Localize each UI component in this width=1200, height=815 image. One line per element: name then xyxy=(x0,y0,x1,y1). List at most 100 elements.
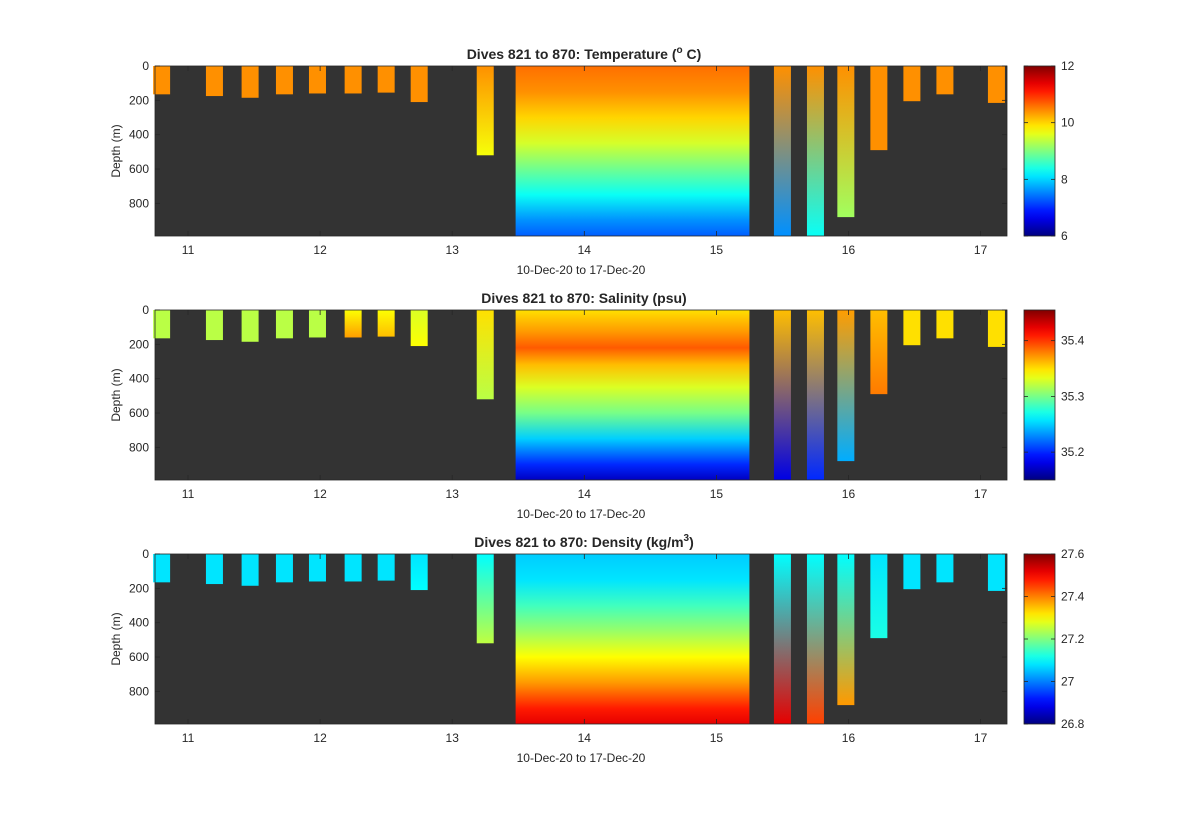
panel-1: 11 12 13 14 15 16 17 0 200 400 600 800 Dives 821 to … xyxy=(109,290,1085,521)
profile-bar xyxy=(205,554,223,585)
x-tick-label: 11 xyxy=(182,243,195,257)
x-tick-label: 12 xyxy=(313,243,327,257)
x-tick-label: 14 xyxy=(578,487,592,501)
profile-bar xyxy=(410,66,428,103)
x-tick-label: 15 xyxy=(710,243,724,257)
chart-title-end: ) xyxy=(689,534,694,550)
profile-bar xyxy=(308,554,326,582)
profile-block xyxy=(515,66,750,236)
y-tick-label: 400 xyxy=(129,372,149,386)
x-axis-label: 10-Dec-20 to 17-Dec-20 xyxy=(517,507,646,521)
x-tick-label: 11 xyxy=(182,731,195,745)
profile-block xyxy=(515,310,750,480)
y-tick-label: 600 xyxy=(129,162,149,176)
chart-title: Dives 821 to 870: Salinity (psu) xyxy=(481,290,686,306)
axes-frame xyxy=(154,65,1008,237)
y-tick-label: 600 xyxy=(129,650,149,664)
colorbar xyxy=(1023,553,1056,725)
profile-block xyxy=(515,554,750,724)
colorbar-tick-label: 12 xyxy=(1061,59,1075,73)
profile-bar xyxy=(476,310,494,400)
profile-bar xyxy=(153,66,171,95)
profile-bar xyxy=(936,66,954,95)
profile-bar xyxy=(936,554,954,583)
panel-0: 11 12 13 14 15 16 17 0 200 400 600 800 Dives 821 to … xyxy=(109,45,1075,277)
profile-bar xyxy=(205,310,223,341)
x-tick-label: 17 xyxy=(974,487,988,501)
x-tick-label: 17 xyxy=(974,243,988,257)
colorbar-tick-label: 8 xyxy=(1061,172,1068,186)
profile-bar xyxy=(987,310,1005,347)
x-tick-label: 16 xyxy=(842,731,856,745)
colorbar-tick-label: 27 xyxy=(1061,675,1075,689)
x-axis-label: 10-Dec-20 to 17-Dec-20 xyxy=(517,263,646,277)
y-axis-label: Depth (m) xyxy=(109,124,123,177)
y-axis-label: Depth (m) xyxy=(109,368,123,421)
y-tick-label: 0 xyxy=(142,547,149,561)
profile-bar xyxy=(344,554,362,582)
panel-2: 11 12 13 14 15 16 17 0 200 400 600 800 Dives 821 to … xyxy=(109,533,1085,765)
x-tick-label: 14 xyxy=(578,243,592,257)
colorbar-tick-label: 26.8 xyxy=(1061,717,1085,731)
colorbar-tick-label: 27.2 xyxy=(1061,632,1085,646)
chart-title-superscript: o xyxy=(677,45,683,56)
profile-bar xyxy=(275,310,293,339)
y-tick-label: 400 xyxy=(129,616,149,630)
x-tick-label: 12 xyxy=(313,487,327,501)
y-tick-label: 800 xyxy=(129,440,149,454)
profile-bar xyxy=(987,66,1005,103)
profile-bar xyxy=(377,66,395,93)
profile-bar xyxy=(153,554,171,583)
profile-bar xyxy=(870,66,888,151)
y-tick-label: 200 xyxy=(129,337,149,351)
profile-bar xyxy=(377,554,395,581)
x-tick-label: 17 xyxy=(974,731,988,745)
profile-bar xyxy=(773,66,791,236)
x-tick-label: 14 xyxy=(578,731,592,745)
profile-bar xyxy=(377,310,395,337)
colorbar-tick-label: 35.3 xyxy=(1061,389,1085,403)
y-tick-label: 400 xyxy=(129,128,149,142)
x-tick-label: 15 xyxy=(710,731,724,745)
colorbar-tick-label: 27.6 xyxy=(1061,547,1085,561)
profile-bar xyxy=(241,554,259,586)
y-tick-label: 0 xyxy=(142,303,149,317)
chart-title-end: C) xyxy=(683,46,702,62)
colorbar xyxy=(1023,309,1056,481)
profile-bar xyxy=(870,310,888,395)
profile-bar xyxy=(806,310,824,480)
axes-frame xyxy=(154,309,1008,481)
profile-bar xyxy=(806,66,824,236)
y-tick-label: 200 xyxy=(129,93,149,107)
chart-title: Dives 821 to 870: Temperature (o C) xyxy=(467,45,702,62)
profile-bar xyxy=(837,66,855,218)
profile-bar xyxy=(153,310,171,339)
profile-bar xyxy=(308,310,326,338)
profile-bar xyxy=(806,554,824,724)
x-tick-label: 13 xyxy=(446,487,460,501)
colorbar-tick-label: 10 xyxy=(1061,116,1075,130)
colorbar-tick-label: 35.4 xyxy=(1061,334,1085,348)
x-tick-label: 11 xyxy=(182,487,195,501)
y-tick-label: 800 xyxy=(129,196,149,210)
profile-bar xyxy=(205,66,223,97)
profile-bar xyxy=(903,310,921,346)
profile-bar xyxy=(344,310,362,338)
profile-bar xyxy=(410,310,428,347)
profile-bar xyxy=(476,554,494,644)
profile-bar xyxy=(308,66,326,94)
axes-frame xyxy=(154,553,1008,725)
profile-bar xyxy=(476,66,494,156)
profile-bar xyxy=(903,554,921,590)
profile-bar xyxy=(241,66,259,98)
profile-bar xyxy=(903,66,921,102)
x-tick-label: 15 xyxy=(710,487,724,501)
chart-title-main: Dives 821 to 870: Density (kg/m xyxy=(474,534,683,550)
profile-bar xyxy=(837,310,855,462)
chart-title-main: Dives 821 to 870: Temperature ( xyxy=(467,46,677,62)
x-tick-label: 13 xyxy=(446,731,460,745)
chart-title-main: Dives 821 to 870: Salinity (psu) xyxy=(481,290,686,306)
colorbar-tick-label: 27.4 xyxy=(1061,590,1085,604)
y-tick-label: 600 xyxy=(129,406,149,420)
y-axis-label: Depth (m) xyxy=(109,612,123,665)
